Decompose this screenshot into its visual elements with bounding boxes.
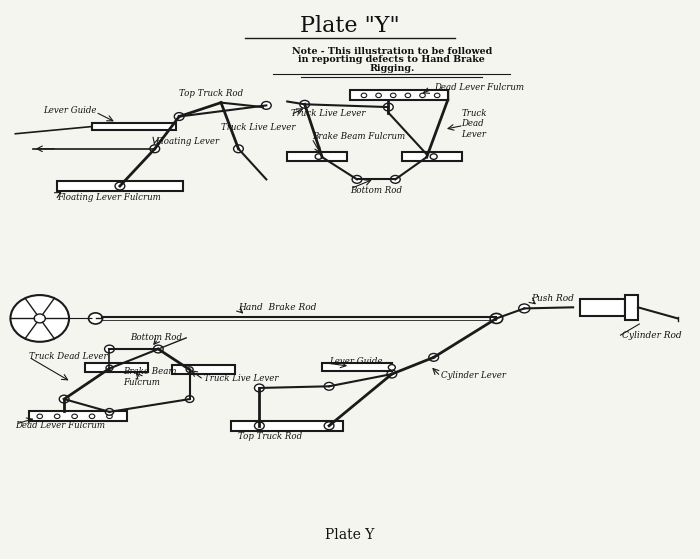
Circle shape [315,154,322,159]
Circle shape [106,365,113,371]
Circle shape [105,409,113,415]
Circle shape [420,93,426,98]
Circle shape [352,176,362,183]
Text: Dead Lever Fulcrum: Dead Lever Fulcrum [434,83,524,92]
Circle shape [150,145,160,153]
Circle shape [429,353,438,361]
Text: Truck Dead Lever: Truck Dead Lever [29,352,108,361]
Circle shape [317,153,327,161]
Bar [232,421,343,431]
Text: Truck Live Lever: Truck Live Lever [290,109,365,119]
Bar [57,181,183,191]
Text: Cylinder Lever: Cylinder Lever [440,371,505,380]
Text: Brake Beam
Fulcrum: Brake Beam Fulcrum [123,367,177,386]
Bar [287,152,346,161]
Text: Plate "Y": Plate "Y" [300,16,400,37]
Circle shape [60,395,69,403]
Text: Cylinder Rod: Cylinder Rod [622,330,682,340]
Circle shape [115,182,125,190]
Text: Hand  Brake Rod: Hand Brake Rod [239,303,317,312]
Text: Lever Guide: Lever Guide [43,106,97,116]
Text: Bottom Rod: Bottom Rod [350,186,402,195]
Circle shape [324,382,334,390]
Circle shape [519,304,530,313]
Text: Note - This illustration to be followed: Note - This illustration to be followed [292,47,492,56]
Circle shape [174,112,184,120]
Circle shape [391,176,400,183]
Text: Lever Guide: Lever Guide [329,357,383,366]
Text: Brake Beam Fulcrum: Brake Beam Fulcrum [312,132,405,141]
Circle shape [255,384,264,392]
Bar [172,365,235,374]
Text: Plate Y: Plate Y [326,528,374,542]
Circle shape [376,93,382,98]
Bar [580,299,625,316]
Bar [29,411,127,421]
Circle shape [104,345,114,353]
Circle shape [89,414,95,419]
Circle shape [262,102,271,110]
Bar [625,295,638,320]
Bar [350,91,447,101]
Bar [402,152,461,161]
Text: Top Truck Rod: Top Truck Rod [239,432,302,441]
Text: Truck
Dead
Lever: Truck Dead Lever [461,109,487,139]
Circle shape [387,370,397,378]
Circle shape [72,414,78,419]
Text: Top Truck Rod: Top Truck Rod [179,89,244,98]
Circle shape [255,422,264,430]
Bar [85,363,148,372]
Text: Bottom Rod: Bottom Rod [130,333,183,343]
Circle shape [391,93,396,98]
Circle shape [361,93,367,98]
Bar [322,363,392,371]
Circle shape [300,101,309,108]
Circle shape [389,364,396,370]
Text: Truck Live Lever: Truck Live Lever [221,123,295,132]
Circle shape [490,314,503,324]
Text: Floating Lever: Floating Lever [155,137,219,146]
Circle shape [88,313,102,324]
Circle shape [422,153,432,161]
Circle shape [186,396,194,402]
Circle shape [430,154,438,159]
Circle shape [324,422,334,430]
Circle shape [405,93,411,98]
Circle shape [384,103,393,111]
Text: Floating Lever Fulcrum: Floating Lever Fulcrum [57,193,161,202]
Text: in reporting defects to Hand Brake: in reporting defects to Hand Brake [298,55,485,64]
Circle shape [55,414,60,419]
Circle shape [10,295,69,342]
Circle shape [34,314,46,323]
Bar [92,122,176,130]
Circle shape [185,366,195,373]
Circle shape [234,145,244,153]
Text: Truck Live Lever: Truck Live Lever [204,374,278,383]
Text: Dead Lever Fulcrum: Dead Lever Fulcrum [15,421,105,430]
Circle shape [106,414,112,419]
Circle shape [186,367,193,372]
Text: Push Rod: Push Rod [531,295,574,304]
Circle shape [104,364,114,372]
Text: Rigging.: Rigging. [369,64,414,73]
Circle shape [153,345,163,353]
Circle shape [37,414,43,419]
Circle shape [435,93,440,98]
